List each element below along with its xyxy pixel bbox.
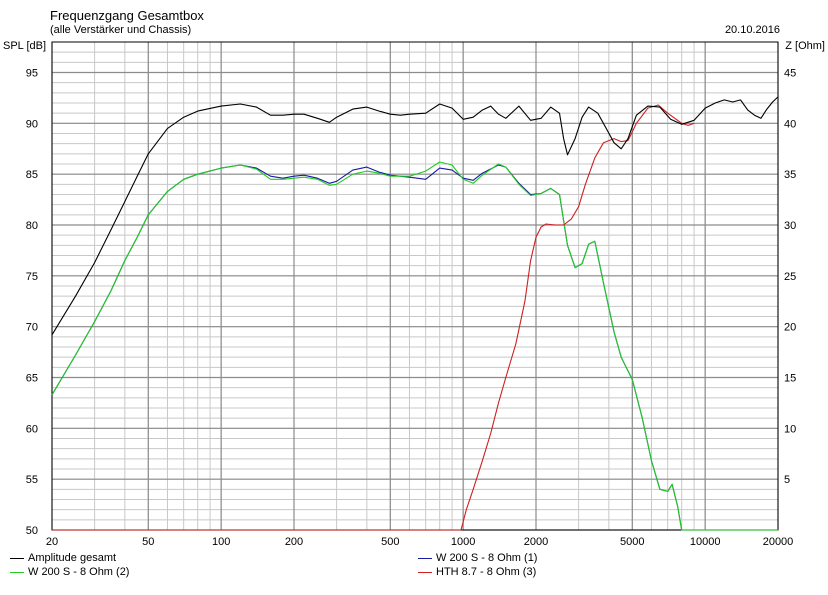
y-tick-label-right: 20 xyxy=(784,322,796,334)
legend-label: Amplitude gesamt xyxy=(28,552,117,564)
x-tick-label: 20000 xyxy=(763,536,794,548)
y-tick-label-right: 5 xyxy=(784,474,790,486)
x-tick-label: 200 xyxy=(285,536,303,548)
legend-label: W 200 S - 8 Ohm (2) xyxy=(28,566,130,578)
legend-item-hth87: HTH 8.7 - 8 Ohm (3) xyxy=(418,566,536,578)
legend-swatch xyxy=(10,557,24,559)
legend-swatch xyxy=(418,557,432,559)
y-tick-label-left: 65 xyxy=(26,373,38,385)
series-line-3 xyxy=(51,161,778,531)
x-tick-label: 100 xyxy=(212,536,230,548)
y-tick-label-left: 60 xyxy=(26,423,38,435)
legend-item-w200s-1: W 200 S - 8 Ohm (1) xyxy=(418,552,537,564)
x-tick-label: 2000 xyxy=(524,536,548,548)
series-line-4 xyxy=(52,104,695,531)
legend-swatch xyxy=(10,571,24,573)
y-tick-label-left: 75 xyxy=(26,271,38,283)
x-tick-label: 5000 xyxy=(620,536,644,548)
x-tick-label: 50 xyxy=(142,536,154,548)
x-tick-label: 1000 xyxy=(451,536,475,548)
y-tick-label-right: 25 xyxy=(784,271,796,283)
chart-subtitle: (alle Verstärker und Chassis) xyxy=(50,24,192,36)
y-tick-label-left: 85 xyxy=(26,169,38,181)
legend-item-w200s-2: W 200 S - 8 Ohm (2) xyxy=(10,566,129,578)
legend-label: HTH 8.7 - 8 Ohm (3) xyxy=(436,566,537,578)
legend-item-amplitude-gesamt: Amplitude gesamt xyxy=(10,552,116,564)
y-tick-label-left: 55 xyxy=(26,474,38,486)
chart-title: Frequenzgang Gesamtbox xyxy=(50,8,204,23)
y-tick-label-left: 70 xyxy=(26,322,38,334)
x-tick-label: 10000 xyxy=(690,536,721,548)
legend-label: W 200 S - 8 Ohm (1) xyxy=(436,552,538,564)
y-tick-label-left: 50 xyxy=(26,525,38,537)
y-tick-label-right: 10 xyxy=(784,423,796,435)
y-tick-label-left: 80 xyxy=(26,220,38,232)
legend-swatch xyxy=(418,571,432,573)
y-tick-label-right: 45 xyxy=(784,68,796,80)
y-tick-label-left: 95 xyxy=(26,68,38,80)
y-tick-label-right: 35 xyxy=(784,169,796,181)
y-axis-label-right: Z [Ohm] xyxy=(785,40,825,52)
y-tick-label-right: 15 xyxy=(784,373,796,385)
y-axis-label-left: SPL [dB] xyxy=(3,40,47,52)
chart-date: 20.10.2016 xyxy=(724,24,780,36)
y-tick-label-left: 90 xyxy=(26,118,38,130)
x-tick-label: 500 xyxy=(381,536,399,548)
y-tick-label-right: 30 xyxy=(784,220,796,232)
y-tick-label-right: 40 xyxy=(784,118,796,130)
x-tick-label: 20 xyxy=(46,536,58,548)
series-line-1 xyxy=(51,96,779,336)
